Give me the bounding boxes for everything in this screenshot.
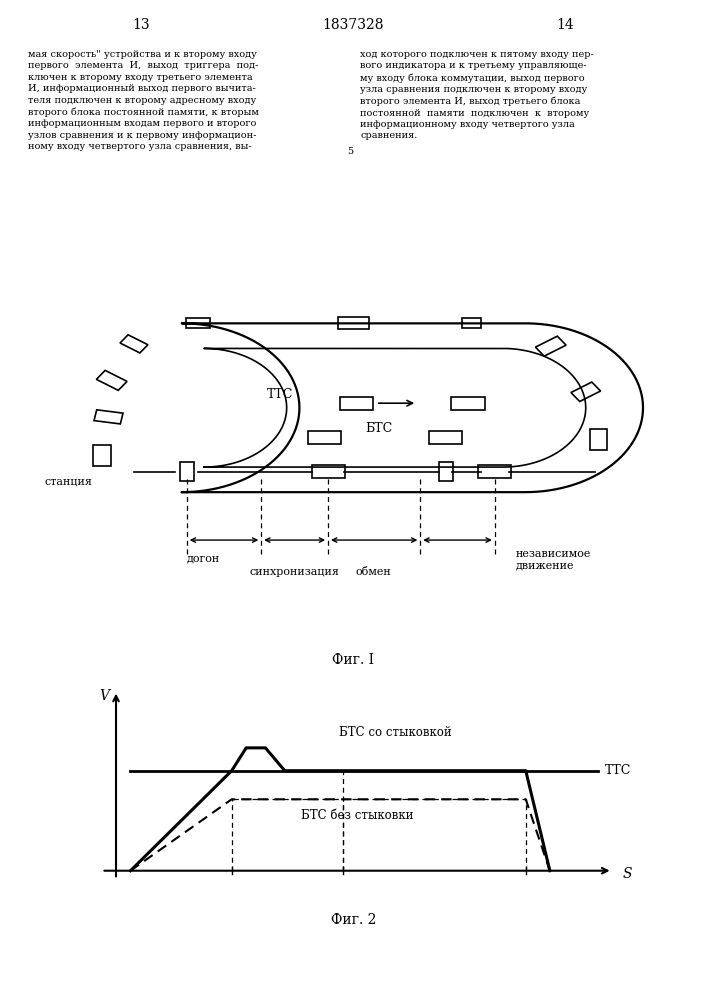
Bar xyxy=(93,445,111,466)
Bar xyxy=(478,465,511,478)
Bar xyxy=(96,370,127,390)
Text: 13: 13 xyxy=(133,18,150,32)
Bar xyxy=(340,397,373,410)
Text: независимое
движение: независимое движение xyxy=(516,549,591,571)
Bar xyxy=(429,431,462,444)
Text: синхронизация: синхронизация xyxy=(250,567,339,577)
Text: 14: 14 xyxy=(556,18,575,32)
Bar xyxy=(462,318,481,328)
Bar xyxy=(439,462,452,481)
Text: ход которого подключен к пятому входу пер-
вого индикатора и к третьему управляю: ход которого подключен к пятому входу пе… xyxy=(360,50,594,140)
Text: Фиг. I: Фиг. I xyxy=(332,653,375,667)
Text: БТС без стыковки: БТС без стыковки xyxy=(300,809,414,822)
Text: БТС со стыковкой: БТС со стыковкой xyxy=(339,726,452,739)
Bar xyxy=(535,336,566,356)
Text: 5: 5 xyxy=(347,147,354,156)
Text: БТС: БТС xyxy=(366,422,392,435)
Text: ТТС: ТТС xyxy=(267,388,293,401)
Text: Фиг. 2: Фиг. 2 xyxy=(331,913,376,927)
Bar xyxy=(185,318,210,328)
Text: V: V xyxy=(99,689,109,703)
Text: обмен: обмен xyxy=(356,567,392,577)
Bar xyxy=(120,335,148,353)
Bar xyxy=(452,397,484,410)
Text: догон: догон xyxy=(187,554,220,564)
Bar xyxy=(180,462,194,481)
Bar xyxy=(590,429,607,450)
Text: мая скорость" устройства и к второму входу
первого  элемента  И,  выход  триггер: мая скорость" устройства и к второму вхо… xyxy=(28,50,259,151)
Text: станция: станция xyxy=(45,476,93,486)
Bar xyxy=(338,317,370,329)
Text: 1837328: 1837328 xyxy=(323,18,384,32)
Text: ТТС: ТТС xyxy=(605,764,631,777)
Bar xyxy=(94,410,123,424)
Bar xyxy=(571,382,600,401)
Bar xyxy=(308,431,341,444)
Text: S: S xyxy=(622,867,632,881)
Bar xyxy=(312,465,344,478)
